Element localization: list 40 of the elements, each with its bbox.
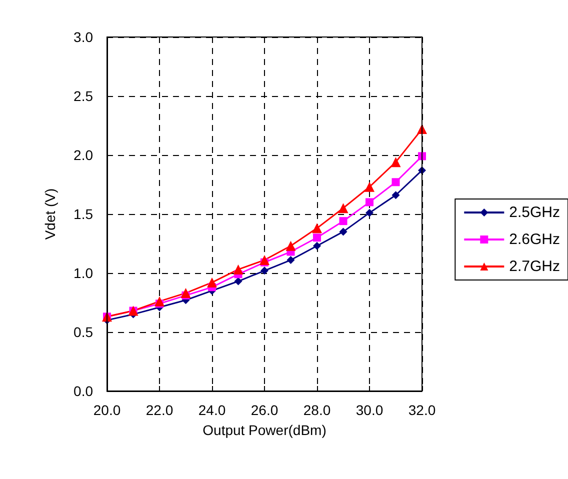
x-tick-label: 32.0	[408, 402, 436, 418]
legend-label: 2.7GHz	[509, 258, 560, 275]
legend-label: 2.5GHz	[509, 204, 560, 221]
point	[392, 191, 400, 200]
point	[260, 255, 270, 266]
y-tick-label: 0.0	[74, 383, 94, 399]
point	[339, 217, 348, 226]
point	[313, 234, 321, 242]
point	[260, 266, 268, 275]
point	[366, 208, 374, 217]
x-tick-label: 28.0	[303, 402, 331, 418]
point	[180, 288, 191, 298]
x-tick-label: 20.0	[93, 402, 121, 418]
y-tick-label: 2.5	[74, 88, 94, 104]
point	[313, 242, 321, 250]
point	[392, 178, 400, 186]
x-tick-label: 26.0	[250, 402, 278, 418]
point	[312, 223, 322, 234]
y-tick-label: 3.0	[74, 29, 94, 45]
y-tick-label: 1.5	[74, 206, 94, 222]
y-axis-title: Vdet (V)	[42, 188, 58, 240]
point	[390, 157, 401, 168]
x-tick-label: 24.0	[198, 402, 226, 418]
point	[364, 182, 374, 192]
point	[233, 264, 244, 274]
x-axis-title: Output Power(dBm)	[202, 422, 326, 438]
point	[286, 240, 296, 251]
point	[338, 203, 348, 214]
y-tick-label: 2.0	[74, 147, 94, 163]
point	[234, 277, 242, 286]
point	[154, 296, 164, 306]
point	[366, 198, 374, 206]
point	[286, 256, 295, 264]
x-tick-label: 30.0	[356, 402, 384, 418]
point	[339, 228, 348, 236]
legend-label: 2.6GHz	[509, 231, 560, 248]
y-tick-label: 0.5	[74, 324, 94, 340]
point	[207, 277, 217, 288]
y-tick-label: 1.0	[74, 265, 94, 281]
x-tick-label: 22.0	[146, 402, 174, 418]
